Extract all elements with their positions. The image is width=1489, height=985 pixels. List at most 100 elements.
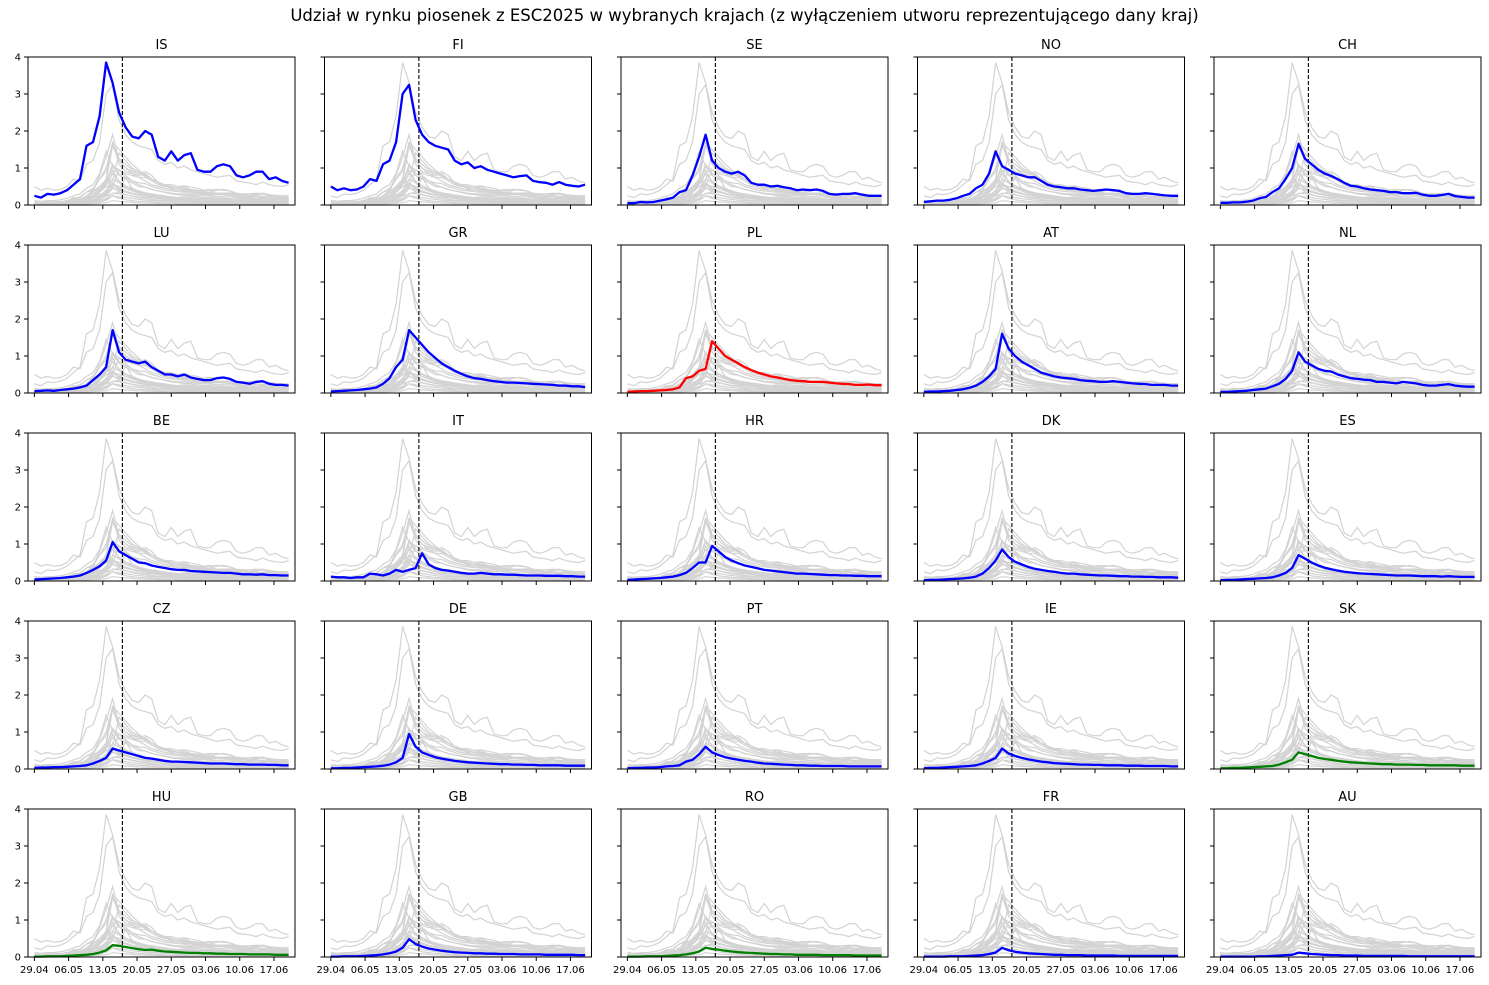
background-series-line — [34, 525, 289, 579]
background-series-line — [34, 901, 289, 955]
background-series-line — [627, 187, 882, 205]
series-line-pl — [627, 340, 882, 394]
background-series-line — [330, 901, 586, 955]
background-series-line — [627, 83, 882, 191]
panel-hr: HR — [617, 414, 889, 585]
panel-gr: GR — [320, 226, 592, 397]
background-series-line — [1220, 920, 1475, 957]
background-series-line — [1220, 884, 1475, 956]
chart-title: Udział w rynku piosenek z ESC2025 w wybr… — [290, 6, 1199, 25]
series-line-be — [34, 540, 289, 581]
background-series-line — [34, 149, 289, 203]
background-series-line — [627, 626, 882, 763]
x-tick-label: 13.05 — [1274, 965, 1303, 976]
series-line-de — [330, 732, 586, 770]
panel-title: GB — [449, 790, 468, 805]
background-series-line — [330, 920, 586, 957]
background-series-line — [34, 835, 289, 943]
y-tick-label: 4 — [15, 53, 21, 64]
background-series-line — [330, 732, 586, 769]
series-line-au — [1220, 951, 1475, 958]
x-tick-label: 03.06 — [191, 965, 220, 976]
x-tick-label: 29.04 — [1206, 965, 1235, 976]
background-series-line — [330, 271, 586, 379]
background-series-line — [330, 814, 586, 951]
panel-pt: PT — [617, 602, 889, 773]
panel-fr: FR 29.04 06.05 13.05 20.05 27.05 03.06 10.06 17.… — [910, 790, 1185, 976]
background-series-line — [627, 920, 882, 957]
background-series-line — [34, 320, 289, 392]
series-line-sk — [1220, 751, 1475, 770]
x-tick-label: 13.05 — [978, 965, 1007, 976]
background-series-line — [1220, 250, 1475, 387]
y-tick-label: 2 — [15, 503, 21, 514]
series-line-nl — [1220, 351, 1475, 394]
background-series-line — [34, 696, 289, 768]
panel-title: CH — [1338, 38, 1357, 53]
panel-title: RO — [745, 790, 764, 805]
background-series-line — [1220, 939, 1475, 957]
background-series-line — [627, 459, 882, 567]
background-series-line — [1220, 375, 1475, 393]
background-series-line — [923, 732, 1179, 769]
panel-au: AU 29.04 06.05 13.05 20.05 27.05 03.06 10.06 17.… — [1206, 790, 1482, 976]
series-line-fr — [923, 946, 1179, 958]
background-series-line — [627, 732, 882, 769]
background-series-line — [34, 814, 289, 951]
background-series-line — [330, 575, 586, 582]
x-tick-label: 27.05 — [1343, 965, 1372, 976]
background-series-line — [330, 187, 586, 205]
background-series-line — [923, 438, 1179, 575]
background-series-line — [1220, 763, 1475, 770]
y-tick-label: 2 — [15, 691, 21, 702]
x-tick-label: 13.05 — [385, 965, 414, 976]
background-series-line — [1220, 320, 1475, 392]
panel-title: SK — [1339, 602, 1356, 617]
background-series-line — [1220, 626, 1475, 763]
background-series-line — [923, 939, 1179, 957]
x-tick-label: 27.05 — [157, 965, 186, 976]
x-tick-label: 06.05 — [944, 965, 973, 976]
y-tick-label: 3 — [15, 90, 21, 101]
y-tick-label: 3 — [15, 278, 21, 289]
y-tick-label: 0 — [15, 389, 21, 400]
background-series-line — [330, 62, 586, 199]
background-series-line — [330, 713, 586, 767]
background-series-line — [627, 835, 882, 943]
panel-title: NO — [1041, 38, 1061, 53]
background-series-line — [923, 884, 1179, 956]
background-series-line — [627, 814, 882, 951]
y-tick-label: 3 — [15, 654, 21, 665]
panel-title: CZ — [153, 602, 171, 617]
background-series-line — [627, 250, 882, 387]
y-tick-label: 1 — [15, 164, 21, 175]
x-tick-label: 13.05 — [88, 965, 117, 976]
background-series-line — [627, 320, 882, 392]
background-series-line — [627, 387, 882, 394]
x-tick-label: 27.05 — [453, 965, 482, 976]
background-series-line — [330, 320, 586, 392]
background-series-line — [1220, 732, 1475, 769]
x-tick-label: 29.04 — [20, 965, 49, 976]
panel-ch: CH — [1210, 38, 1482, 209]
background-series-line — [34, 132, 289, 204]
panel-title: FR — [1043, 790, 1060, 805]
panel-no: NO — [913, 38, 1185, 209]
background-series-line — [330, 199, 586, 206]
panel-hu: HU 0 1 2 3 4 29.04 06.05 13.05 20.05 27.05 03.06 10.… — [15, 790, 296, 976]
background-series-line — [1220, 132, 1475, 204]
background-series-line — [627, 901, 882, 955]
series-line-dk — [923, 548, 1179, 582]
series-line-hu — [34, 944, 289, 958]
y-tick-label: 3 — [15, 842, 21, 853]
x-tick-label: 10.06 — [1411, 965, 1440, 976]
x-tick-label: 10.06 — [818, 965, 847, 976]
x-tick-label: 20.05 — [1012, 965, 1041, 976]
background-series-line — [330, 149, 586, 203]
x-tick-label: 10.06 — [1115, 965, 1144, 976]
panel-es: ES — [1210, 414, 1482, 585]
x-tick-label: 10.06 — [225, 965, 254, 976]
background-series-line — [923, 626, 1179, 763]
background-series-line — [34, 884, 289, 956]
